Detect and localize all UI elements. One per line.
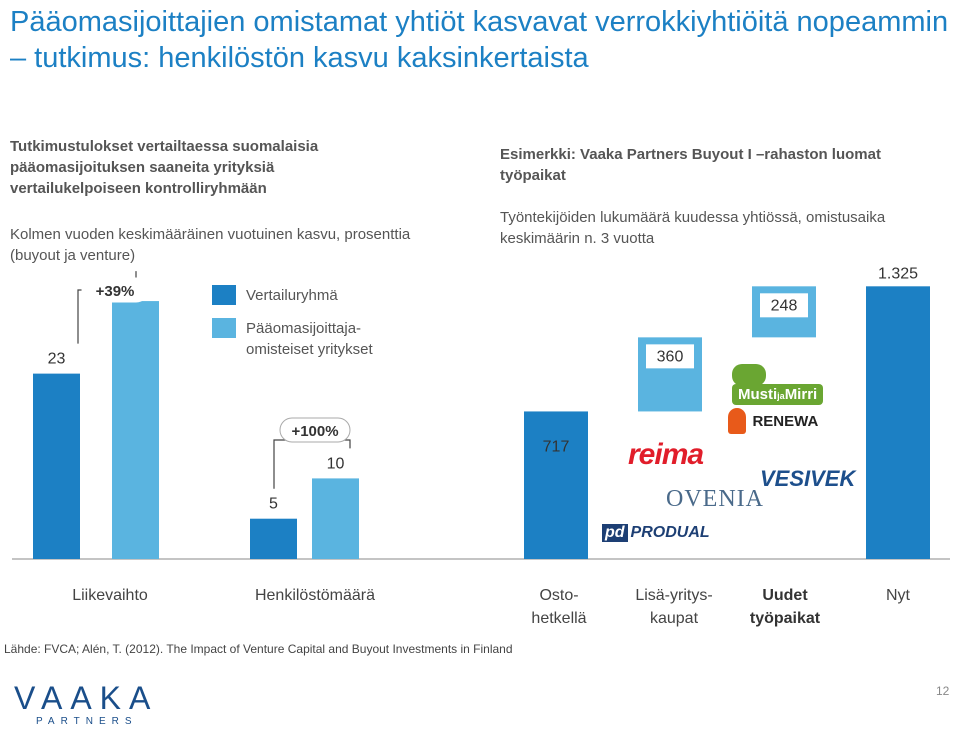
bar-label-liikevaihto-vertailu: 23: [48, 351, 66, 368]
logo-renewa: RENEWA: [728, 408, 848, 438]
category-nyt: Nyt: [886, 587, 910, 604]
legend-swatch-paaomasijoittaja: [212, 318, 236, 338]
logo-produal: pd PRODUAL: [602, 524, 710, 542]
waterfall-label-0: 717: [543, 438, 570, 455]
legend-label-paaomasijoittaja: Pääomasijoittaja-omisteiset yritykset: [246, 320, 373, 358]
page-title: Pääomasijoittajien omistamat yhtiöt kasv…: [10, 6, 949, 74]
company-logo: VAAKA: [14, 680, 159, 716]
growth-badge-liikevaihto: +39%: [96, 283, 135, 300]
category-henkilostomaara: Henkilöstömäärä: [254, 587, 376, 604]
right-heading: Esimerkki: Vaaka Partners Buyout I –raha…: [500, 146, 881, 184]
growth-badge-liikevaihto-bg: [81, 277, 149, 303]
source-note: Lähde: FVCA; Alén, T. (2012). The Impact…: [4, 642, 513, 656]
waterfall-label-bg-1: [646, 344, 694, 369]
waterfall-label-2: 248: [771, 297, 798, 314]
waterfall-bar-3: [866, 286, 930, 559]
waterfall-label-bg-2: [760, 293, 808, 318]
logo-reima: reima: [628, 438, 704, 471]
growth-badge-henkilosto: +100%: [291, 423, 338, 440]
bar-1-1: [312, 478, 359, 559]
page-number: 12: [936, 684, 950, 698]
bar-1-0: [250, 518, 297, 559]
bar-0-1: [112, 301, 159, 559]
waterfall-label-1: 360: [657, 348, 684, 365]
bar-label-henkilosto-vertailu: 5: [269, 496, 278, 513]
category-lisayrityskaupat: Lisä-yritys-kaupat: [635, 587, 713, 627]
category-liikevaihto: Liikevaihto: [72, 587, 148, 604]
left-subheading: Kolmen vuoden keskimääräinen vuotuinen k…: [10, 226, 411, 264]
logo-vesivek: VESIVEK: [760, 466, 856, 491]
left-heading: Tutkimustulokset vertailtaessa suomalais…: [10, 138, 319, 197]
category-uudet-tyopaikat: Uudet työpaikat: [749, 587, 821, 627]
growth-badge-henkilosto-bg: [279, 417, 351, 443]
waterfall-label-3: 1.325: [878, 265, 918, 282]
company-tagline: PARTNERS: [36, 716, 138, 727]
logo-ovenia: OVENIA: [666, 486, 764, 512]
legend-swatch-vertailuryhma: [212, 285, 236, 305]
waterfall-bar-0: [524, 411, 588, 559]
bar-0-0: [33, 373, 80, 559]
right-subheading: Työntekijöiden lukumäärä kuudessa yhtiös…: [500, 209, 886, 247]
bar-label-henkilosto-pe: 10: [327, 455, 345, 472]
legend-label-vertailuryhma: Vertailuryhmä: [246, 287, 338, 304]
category-ostohetkella: Osto-hetkellä: [531, 587, 587, 627]
logo-musti-ja-mirri: MustijaMirri: [732, 364, 856, 406]
